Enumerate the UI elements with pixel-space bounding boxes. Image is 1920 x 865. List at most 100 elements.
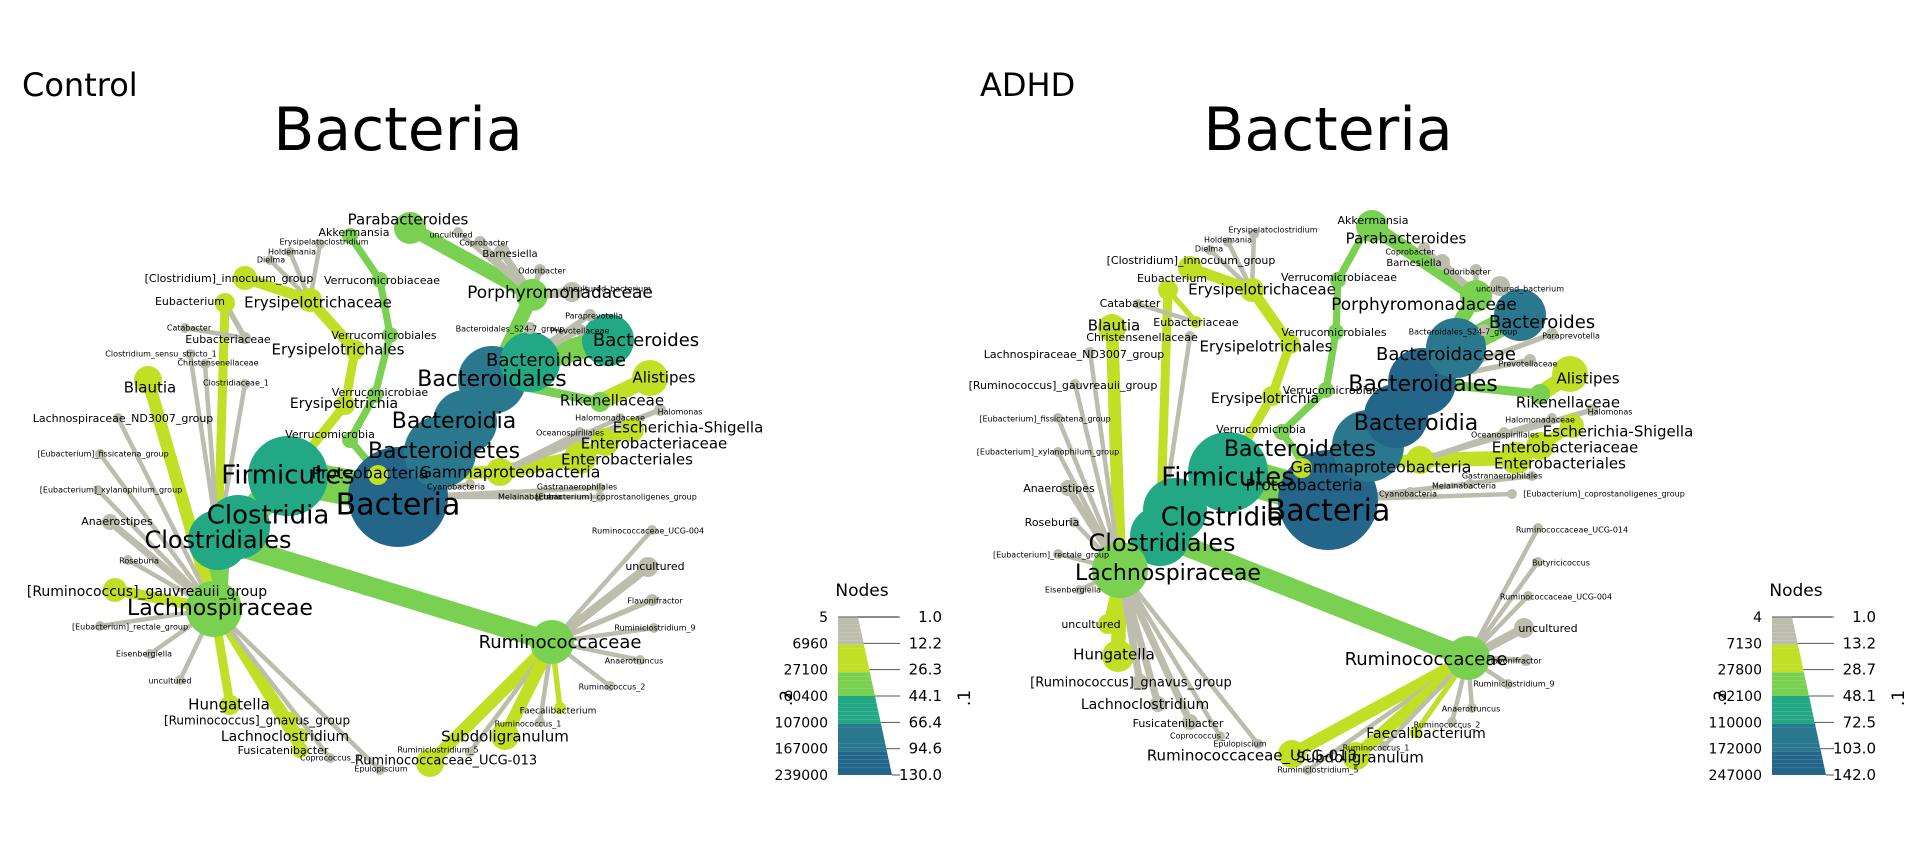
tree-node [465,747,475,757]
tree-node [1467,703,1477,713]
tree-node [575,427,585,437]
node-label: Parabacteroides [1346,230,1467,248]
node-label: Flavonifractor [627,597,683,606]
legend-left-tick: 6960 [792,636,828,652]
tree-node [524,322,536,334]
node-label: Epulopiscium [1213,740,1266,749]
node-label: Ruminococcus_1 [1343,744,1410,753]
tree-node [185,349,195,359]
legend-band [838,640,864,645]
tree-node [1318,382,1334,398]
node-label: Eisenbergiella [1045,586,1101,595]
tree-node [292,728,308,744]
adhd-nodes [1053,210,1598,775]
tree-node [595,492,605,502]
tree-edge [497,429,583,475]
tree-node [574,324,586,336]
legend-band [1772,652,1801,657]
node-label: Halomonas [1588,408,1633,417]
node-label: Gastranaerophilales [1462,472,1542,481]
tree-edge [1135,301,1199,325]
node-label: [Ruminococcus]_gnavus_group [164,714,350,728]
tree-node [1215,731,1225,741]
tree-node [1514,618,1534,638]
tree-node [123,555,133,565]
legend-band [838,719,881,724]
legend-band [1772,731,1818,736]
tree-node [494,244,510,260]
tree-node [1262,386,1282,406]
tree-node [240,379,250,389]
tree-node [345,340,365,360]
tree-node [102,514,118,530]
legend-band [1772,699,1811,704]
node-label: Dielma [257,256,285,265]
node-label: Clostridiales [144,526,291,554]
node-label: uncultured [1061,618,1120,631]
tree-node [1533,523,1543,533]
tree-edge [1417,429,1507,463]
adhd-panel-title: ADHD [980,66,1075,104]
node-label: Prevotellaceae [1499,360,1558,369]
tree-node [516,279,548,311]
legend-band [1772,711,1814,716]
legend-band [1772,644,1799,649]
legend-band [838,617,859,621]
legend-right-tick: 142.0 [1833,766,1876,784]
node-label: Melainabacteria [1432,482,1496,491]
tree-node [535,717,545,727]
tree-edge [97,451,217,612]
node-label: Bacteroidales [1348,372,1498,397]
legend-left-tick: 62100 [1717,689,1762,705]
node-label: [Eubacterium]_fissicatena_group [37,450,168,459]
node-label: Dielma [1195,245,1223,254]
tree-node [103,578,127,602]
legend-band [1772,759,1824,764]
node-label: [Eubacterium]_rectale_group [72,623,188,632]
tree-node [1434,254,1450,270]
tree-node [635,655,645,665]
tree-edge [141,373,221,616]
tree-node [1490,276,1510,296]
legend-band [1772,735,1819,740]
tree-node [1470,264,1482,276]
legend-band [838,755,889,760]
legend-band [838,699,877,704]
tree-node [1158,280,1178,300]
legend-band [838,696,876,700]
legend-band [1772,680,1807,685]
tree-node [530,620,574,664]
node-label: Coprobacter [1385,248,1435,257]
tree-edge [402,220,540,303]
tree-node [1185,331,1195,341]
node-label: Erysipelotrichaceae [1188,281,1336,299]
tree-node [315,239,325,249]
tree-node [654,404,666,416]
tree-edge [1412,450,1524,468]
node-label: [Ruminococcus]_gauvreauii_group [27,584,267,600]
tree-node [1280,334,1300,354]
tree-node [1546,328,1558,340]
tree-node [1328,324,1344,340]
node-label: uncultured_bacterium [1476,285,1564,294]
tree-node [500,332,560,392]
node-label: Faecalibacterium [520,707,597,717]
tree-node [1523,591,1533,601]
node-label: Verrucomicrobia [1216,423,1306,436]
legend-right-tick: 44.1 [909,687,942,705]
node-label: Ruminococcaceae_UCG-013 [1147,747,1357,766]
node-label: Epulopiscium [354,765,407,774]
legend-right-tick: 66.4 [909,713,942,731]
legend-band [1772,767,1826,772]
tree-node [145,649,155,659]
adhd-legend: Nodes 4 7130 27800 62100 110000 172000 247000 1.… [1709,581,1909,784]
node-label: Alistipes [632,369,695,387]
tree-node [534,264,546,276]
legend-left-tick: 27100 [783,663,828,679]
tree-node [615,413,625,423]
tree-node [382,327,398,343]
tree-node [215,293,235,313]
tree-node [1410,726,1422,738]
tree-node [1274,424,1290,440]
